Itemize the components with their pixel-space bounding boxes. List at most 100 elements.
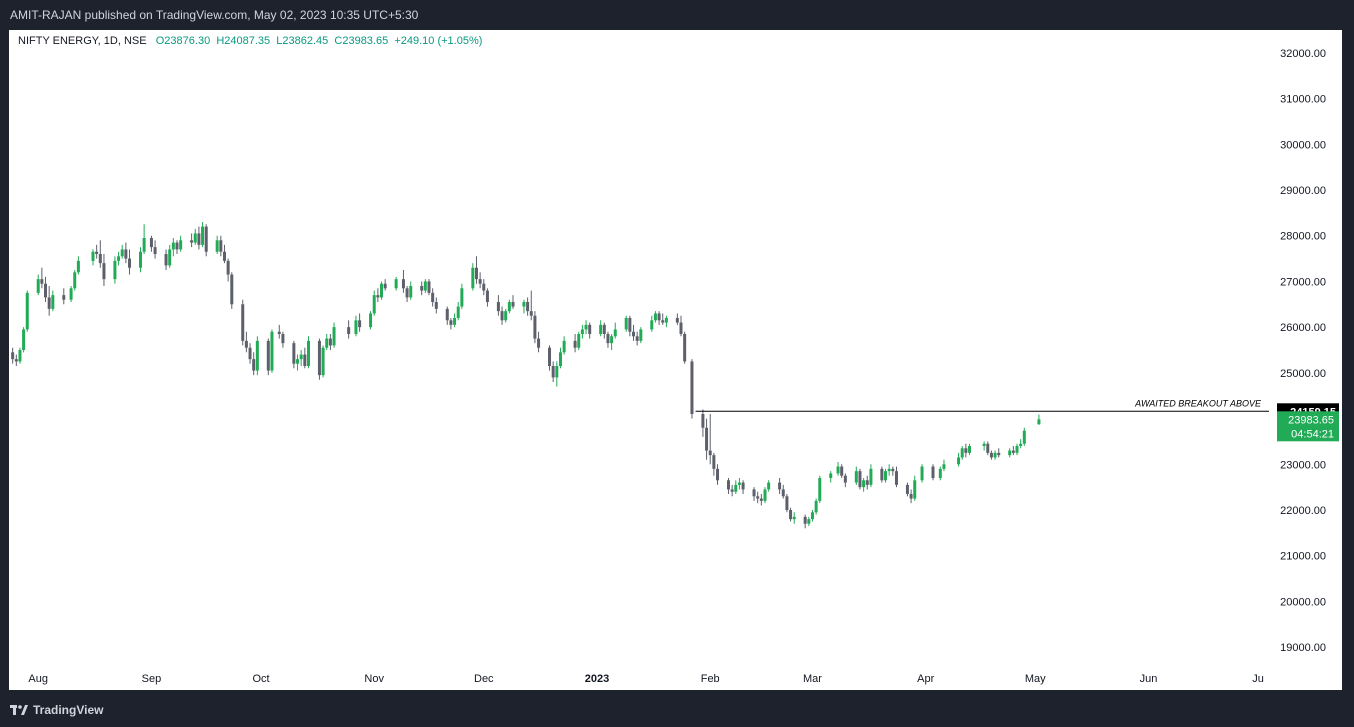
candle <box>168 244 172 268</box>
candle-body <box>529 311 533 316</box>
candlestick-chart[interactable]: AWAITED BREAKOUT ABOVE 32000.0031000.003… <box>9 30 1342 690</box>
candle-body <box>778 482 782 490</box>
y-tick-label: 30000.00 <box>1280 139 1326 151</box>
candle-body <box>401 279 405 289</box>
x-tick-label: Jun <box>1140 673 1158 685</box>
candle-body <box>726 480 730 490</box>
candle <box>781 484 785 499</box>
candle-body <box>989 452 993 458</box>
candle <box>471 263 475 291</box>
candle <box>548 345 552 371</box>
candle <box>650 315 654 332</box>
candle-body <box>18 350 22 362</box>
candle <box>1008 448 1012 458</box>
chart-frame[interactable]: AWAITED BREAKOUT ABOVE 32000.00 31000.00 3… <box>9 30 1342 690</box>
tradingview-logo-icon <box>10 705 28 715</box>
candle <box>427 279 431 296</box>
candle-body <box>537 338 541 348</box>
tradingview-logo[interactable]: TradingView <box>10 703 103 717</box>
candle-body <box>409 286 413 298</box>
candle <box>204 224 208 257</box>
candle <box>653 311 657 323</box>
candle-body <box>789 510 793 520</box>
candle <box>737 478 741 490</box>
candle-body <box>650 320 654 330</box>
candle-body <box>632 331 636 337</box>
candle <box>244 331 248 353</box>
candle <box>95 244 99 259</box>
candle-body <box>281 334 285 344</box>
candle-body <box>957 457 961 465</box>
candle <box>891 466 895 476</box>
candle <box>843 473 847 488</box>
candle <box>98 240 102 268</box>
candle-body <box>347 327 351 334</box>
candle-body <box>244 340 248 348</box>
candle-body <box>759 498 763 501</box>
candle <box>292 340 296 369</box>
candle <box>215 235 219 254</box>
candle-body <box>241 304 245 341</box>
candle-body <box>1008 450 1012 456</box>
candle <box>869 464 873 488</box>
candle <box>474 256 478 284</box>
candle-body <box>445 308 449 321</box>
candle-body <box>255 340 259 371</box>
candle-body <box>222 251 226 261</box>
candle-body <box>1011 450 1015 453</box>
candle-body <box>869 468 873 485</box>
candle-body <box>124 249 128 259</box>
candle-body <box>95 251 99 254</box>
candle-body <box>76 260 80 273</box>
candle <box>865 475 869 490</box>
candle-body <box>767 482 771 490</box>
x-tick-label: Aug <box>28 673 48 685</box>
candle <box>752 487 756 501</box>
candle-body <box>807 519 811 524</box>
candle <box>321 345 325 378</box>
candle <box>226 258 230 282</box>
candle <box>496 295 500 316</box>
candle <box>920 464 924 483</box>
candle-body <box>551 366 555 378</box>
candle-body <box>913 480 917 499</box>
candle <box>675 313 679 325</box>
candle <box>778 478 782 494</box>
candle <box>562 336 566 355</box>
candle <box>708 414 712 465</box>
candle-body <box>149 238 153 248</box>
candle <box>120 244 124 259</box>
candle-body <box>737 482 741 485</box>
candle <box>705 418 709 460</box>
candle-body <box>613 329 617 337</box>
candle <box>193 228 197 245</box>
candle <box>894 466 898 488</box>
candle-body <box>580 329 584 334</box>
candle-body <box>843 475 847 483</box>
x-tick-label: Sep <box>142 673 162 685</box>
candle-body <box>887 468 891 472</box>
candle-body <box>938 468 942 478</box>
candle-body <box>599 324 603 334</box>
candle-body <box>36 279 40 293</box>
candle-body <box>175 242 179 250</box>
candle-body <box>453 318 457 325</box>
candle-body <box>635 336 639 341</box>
candle <box>884 468 888 483</box>
candle <box>252 352 256 376</box>
candle <box>369 311 373 330</box>
y-tick-label: 25000.00 <box>1280 368 1326 380</box>
candle <box>281 331 285 348</box>
candle <box>613 322 617 339</box>
candle-body <box>252 359 256 371</box>
candle <box>197 226 201 250</box>
candle-body <box>142 238 146 252</box>
candle <box>690 359 694 419</box>
candle-body <box>325 338 329 348</box>
candle <box>537 331 541 353</box>
last-price-label: 23983.65 <box>1288 414 1334 426</box>
candle-body <box>171 242 175 250</box>
candle-body <box>763 489 767 501</box>
y-tick-label: 32000.00 <box>1280 48 1326 60</box>
candle <box>22 327 26 353</box>
